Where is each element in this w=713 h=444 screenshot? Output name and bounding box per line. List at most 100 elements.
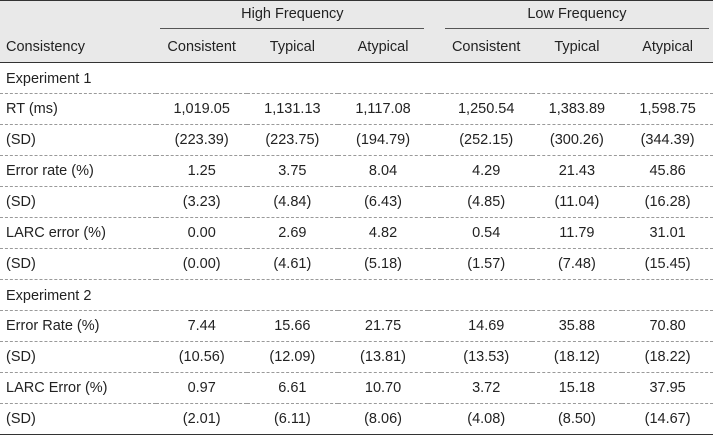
table-row: (SD) (2.01) (6.11) (8.06) (4.08) (8.50) (14.67… (0, 403, 713, 435)
row-label: (SD) (0, 248, 157, 280)
column-gap (428, 341, 441, 373)
table-cell (156, 279, 248, 311)
column-gap (428, 186, 441, 218)
table-cell: 3.72 (440, 372, 532, 404)
table-cell: (11.04) (531, 186, 623, 218)
table-row: (SD) (3.23) (4.84) (6.43) (4.85) (11.04) (16.2… (0, 186, 713, 218)
table-cell: (8.50) (531, 403, 623, 435)
table-cell: (12.09) (247, 341, 338, 373)
table-cell: 1,131.13 (247, 93, 338, 125)
row-label: LARC error (%) (0, 217, 157, 249)
table-cell (247, 62, 338, 94)
row-label: RT (ms) (0, 93, 157, 125)
table-cell: (3.23) (156, 186, 248, 218)
table-cell: (4.61) (247, 248, 338, 280)
table-cell (156, 62, 248, 94)
section-label: Experiment 1 (0, 62, 157, 94)
column-gap (428, 93, 441, 125)
table-cell: 0.00 (156, 217, 248, 249)
group-header-row: High Frequency Low Frequency (0, 0, 713, 33)
table-row: (SD) (10.56) (12.09) (13.81) (13.53) (18.12)(… (0, 341, 713, 373)
table-cell: (14.67) (622, 403, 713, 435)
table-cell: (4.85) (440, 186, 532, 218)
table-cell: 15.18 (531, 372, 623, 404)
row-label: (SD) (0, 124, 157, 156)
table-cell: 2.69 (247, 217, 338, 249)
table-cell: (223.39) (156, 124, 248, 156)
row-label: LARC Error (%) (0, 372, 157, 404)
header-gap (428, 32, 441, 63)
table-cell (622, 62, 713, 94)
column-gap (428, 310, 441, 342)
column-gap (428, 155, 441, 187)
table-row: (SD) (0.00) (4.61) (5.18) (1.57) (7.48) (15.45… (0, 248, 713, 280)
table-cell: 0.97 (156, 372, 248, 404)
table-cell: (2.01) (156, 403, 248, 435)
table-cell: 14.69 (440, 310, 532, 342)
table-row: (SD) (223.39) (223.75) (194.79) (252.15) (300… (0, 124, 713, 156)
table-cell: (7.48) (531, 248, 623, 280)
table-cell (337, 62, 429, 94)
table-cell: 45.86 (622, 155, 713, 187)
table-cell: 1,383.89 (531, 93, 623, 125)
column-gap (428, 372, 441, 404)
header-spacer (0, 1, 156, 33)
table-cell: (6.11) (247, 403, 338, 435)
table-cell: 6.61 (247, 372, 338, 404)
table-body: Experiment 1 RT (ms) 1,019.05 1,131.13 1,117… (0, 62, 713, 435)
table-cell: 11.79 (531, 217, 623, 249)
table-cell: (13.81) (337, 341, 429, 373)
table-cell: (252.15) (440, 124, 532, 156)
table-cell: (6.43) (337, 186, 429, 218)
row-label: (SD) (0, 403, 157, 435)
results-table: High Frequency Low Frequency Consistency… (0, 0, 713, 435)
table-cell: 4.82 (337, 217, 429, 249)
row-label: (SD) (0, 186, 157, 218)
table-cell: 21.75 (337, 310, 429, 342)
consistency-header: Consistency (0, 32, 157, 63)
table-cell: (15.45) (622, 248, 713, 280)
column-gap (428, 403, 441, 435)
table-cell (440, 279, 532, 311)
row-label: (SD) (0, 341, 157, 373)
table-cell: (0.00) (156, 248, 248, 280)
table-cell: (344.39) (622, 124, 713, 156)
table-cell: (10.56) (156, 341, 248, 373)
column-gap (428, 217, 441, 249)
table-cell: 35.88 (531, 310, 623, 342)
table-row: LARC Error (%) 0.97 6.61 10.70 3.72 15.18 37.9… (0, 372, 713, 404)
table-row: RT (ms) 1,019.05 1,131.13 1,117.08 1,250.54 1… (0, 93, 713, 125)
table-cell: (18.22) (622, 341, 713, 373)
table-cell: 1,250.54 (440, 93, 532, 125)
column-header: Typical (247, 32, 338, 63)
table-cell: 21.43 (531, 155, 623, 187)
column-header: Atypical (622, 32, 713, 63)
table-cell: 0.54 (440, 217, 532, 249)
table-cell: (13.53) (440, 341, 532, 373)
table-cell: 1,019.05 (156, 93, 248, 125)
table-cell: 4.29 (440, 155, 532, 187)
table-cell: 1,598.75 (622, 93, 713, 125)
table-cell: (194.79) (337, 124, 429, 156)
table-cell: (5.18) (337, 248, 429, 280)
table-cell: (16.28) (622, 186, 713, 218)
section-row: Experiment 2 (0, 279, 713, 311)
high-frequency-header: High Frequency (156, 1, 428, 33)
column-header: Atypical (337, 32, 429, 63)
table-cell: 3.75 (247, 155, 338, 187)
table-cell: (4.84) (247, 186, 338, 218)
table-row: Error Rate (%) 7.44 15.66 21.75 14.69 35.88 70… (0, 310, 713, 342)
table-cell: 10.70 (337, 372, 429, 404)
table-cell: (18.12) (531, 341, 623, 373)
table-cell: 70.80 (622, 310, 713, 342)
column-gap (428, 279, 441, 311)
table-cell: 1,117.08 (337, 93, 429, 125)
table-cell: 31.01 (622, 217, 713, 249)
table-row: LARC error (%) 0.00 2.69 4.82 0.54 11.79 31.01 (0, 217, 713, 249)
table-row: Error rate (%) 1.25 3.75 8.04 4.29 21.43 45.86 (0, 155, 713, 187)
table-cell (531, 279, 623, 311)
column-header: Typical (531, 32, 623, 63)
low-frequency-header: Low Frequency (441, 1, 713, 33)
column-header-row: Consistency Consistent Typical Atypical … (0, 32, 713, 63)
